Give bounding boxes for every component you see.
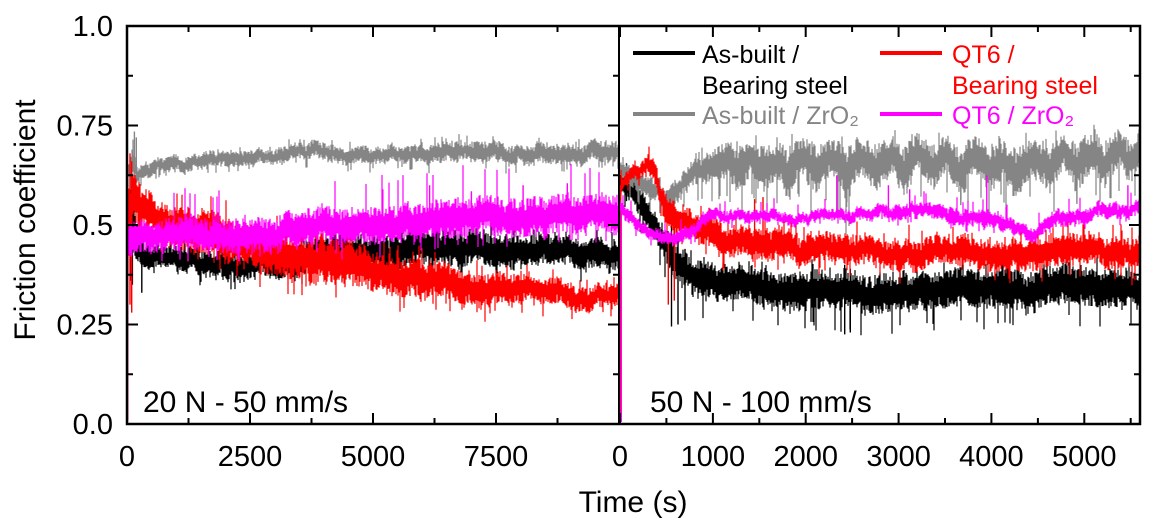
x-axis-title: Time (s) xyxy=(578,486,688,519)
series-spikes-left xyxy=(127,153,133,420)
legend-label-as-built-zro2: As-built / ZrO₂ xyxy=(702,101,859,132)
legend-label-line: As-built / xyxy=(702,41,800,69)
legend-line-swatch-qt6-bearing-steel xyxy=(880,51,942,55)
x-tick-label: 2500 xyxy=(218,441,283,473)
y-tick-label: 1.0 xyxy=(73,11,113,43)
x-tick-label: 5000 xyxy=(1052,441,1117,473)
series-left xyxy=(126,134,620,190)
series-spikes-right xyxy=(620,175,1129,422)
y-axis-title: Friction coefficient xyxy=(9,99,42,341)
axis-ticks xyxy=(126,25,1140,425)
legend-label-line: Bearing steel xyxy=(952,72,1098,100)
y-tick-label: 0.0 xyxy=(73,409,113,441)
series-spikes-left xyxy=(133,131,137,182)
legend-label-line: Bearing steel xyxy=(702,72,848,100)
legend-label-line: As-built / ZrO₂ xyxy=(702,102,859,130)
x-tick-label: 4000 xyxy=(959,441,1024,473)
x-tick-label: 3000 xyxy=(866,441,931,473)
x-tick-label: 0 xyxy=(119,441,135,473)
panel-annotation-left: 20 N - 50 mm/s xyxy=(143,386,349,419)
legend-label-qt6-zro2: QT6 / ZrO₂ xyxy=(952,101,1074,132)
legend-label-line: QT6 / xyxy=(952,41,1015,69)
legend-line-swatch-qt6-zro2 xyxy=(880,112,942,116)
x-tick-label: 7500 xyxy=(464,441,529,473)
legend-label-line: QT6 / ZrO₂ xyxy=(952,102,1075,130)
legend-label-qt6-bearing-steel: QT6 / Bearing steel xyxy=(952,40,1098,102)
x-tick-label: 1000 xyxy=(681,441,746,473)
y-tick-label: 0.5 xyxy=(73,210,113,242)
legend-line-swatch-as-built-bearing-steel xyxy=(633,51,695,55)
panel-annotation-right: 50 N - 100 mm/s xyxy=(650,386,872,419)
y-tick-label: 0.75 xyxy=(57,111,113,143)
legend-label-as-built-bearing-steel: As-built / Bearing steel xyxy=(702,40,848,102)
legend-line-swatch-as-built-zro2 xyxy=(633,112,695,116)
x-tick-label: 2000 xyxy=(773,441,838,473)
x-tick-label: 5000 xyxy=(341,441,406,473)
x-tick-label: 0 xyxy=(612,441,628,473)
y-tick-label: 0.25 xyxy=(57,310,113,342)
